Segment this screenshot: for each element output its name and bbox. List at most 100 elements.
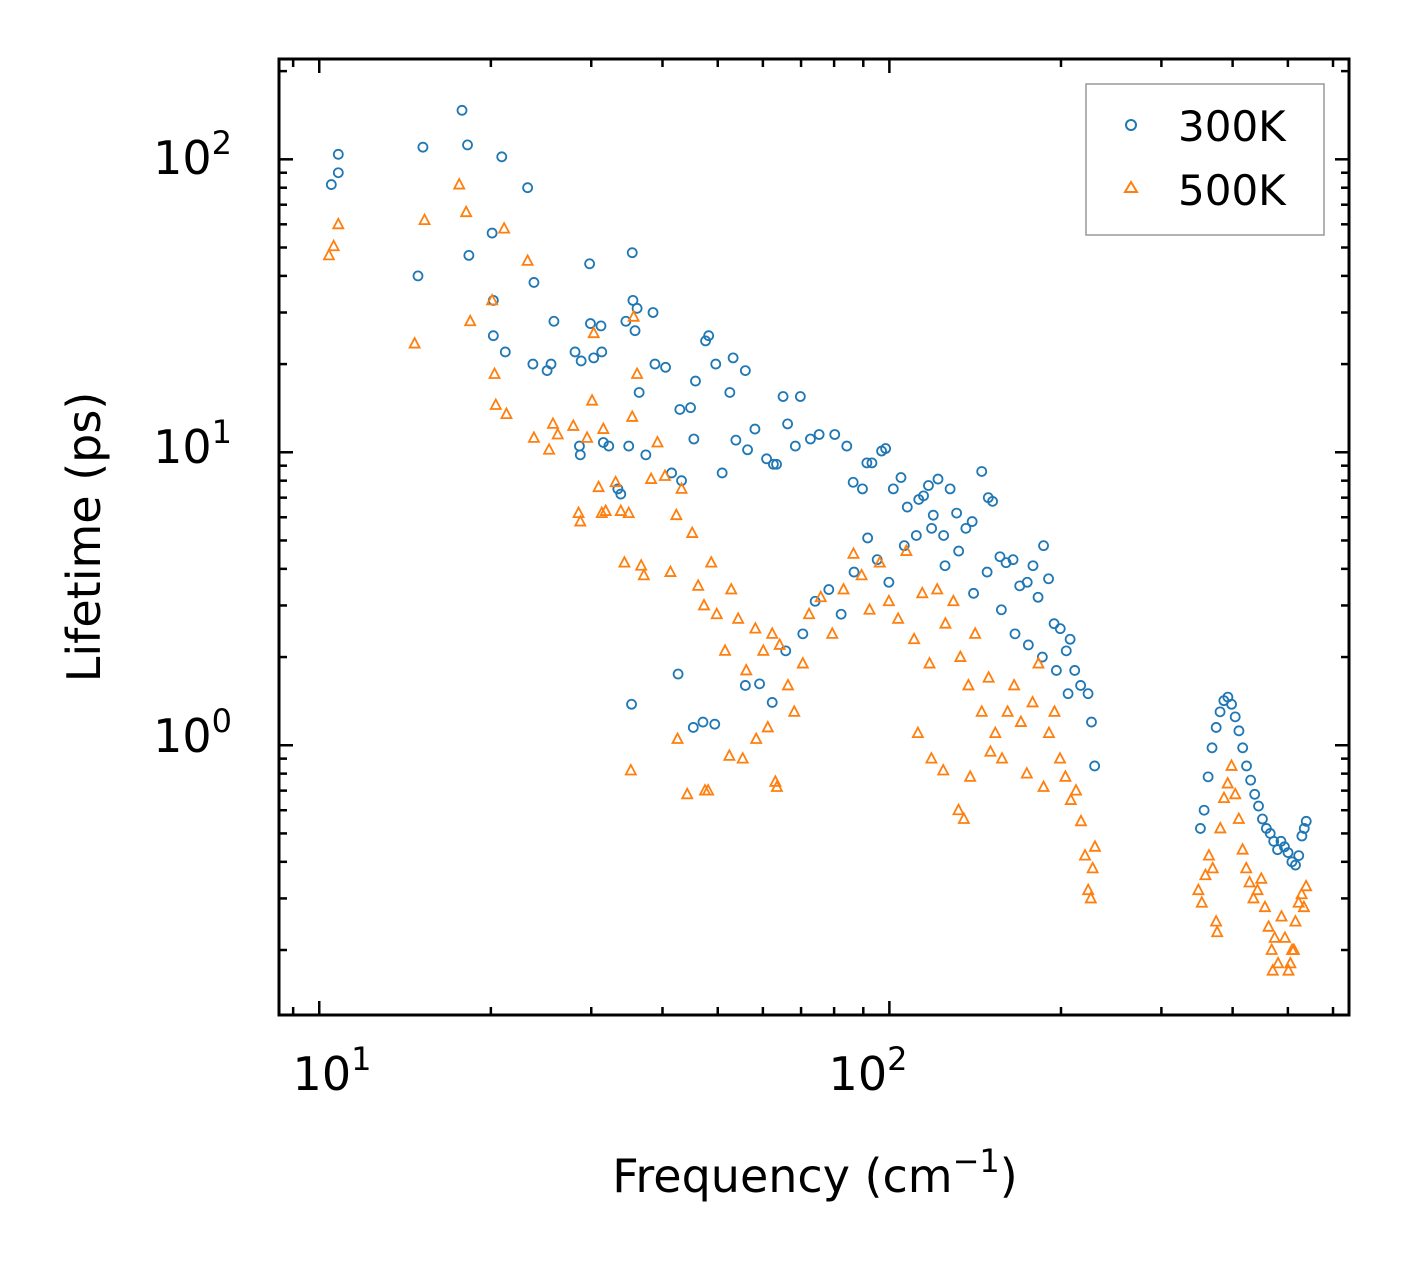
data-point-500k xyxy=(923,656,937,669)
x-tick-label-10: 101 xyxy=(293,1040,372,1101)
data-point-500k xyxy=(1081,882,1095,896)
data-point-300k xyxy=(730,434,742,446)
data-point-500k xyxy=(802,606,816,620)
data-point-300k xyxy=(412,270,424,282)
data-point-300k xyxy=(862,532,874,544)
data-point-300k xyxy=(923,480,934,491)
data-point-300k xyxy=(633,387,645,398)
data-point-300k xyxy=(575,355,587,367)
legend: 300K 500K xyxy=(1085,83,1325,236)
data-point-500k xyxy=(546,416,560,429)
data-point-500k xyxy=(595,505,609,518)
data-point-500k xyxy=(497,221,511,234)
data-point-500k xyxy=(1236,842,1250,855)
data-point-500k xyxy=(1206,860,1220,874)
data-point-300k xyxy=(709,718,721,730)
data-point-500k xyxy=(724,582,738,595)
data-point-500k xyxy=(1031,656,1045,669)
data-point-500k xyxy=(983,744,997,757)
data-point-500k xyxy=(930,582,944,595)
data-point-500k xyxy=(718,643,732,656)
data-point-300k xyxy=(887,483,899,495)
data-point-300k xyxy=(463,249,475,261)
data-point-300k xyxy=(1257,813,1268,825)
data-point-300k xyxy=(766,697,778,708)
data-point-300k xyxy=(987,495,998,507)
data-point-500k xyxy=(963,769,977,782)
data-point-300k xyxy=(749,423,761,435)
data-point-300k xyxy=(1032,591,1044,603)
data-point-500k xyxy=(1281,963,1295,976)
data-point-500k xyxy=(1074,813,1088,827)
data-point-300k xyxy=(813,429,825,440)
data-point-300k xyxy=(1214,706,1226,718)
data-point-500k xyxy=(609,474,623,488)
data-point-300k xyxy=(1249,788,1261,800)
data-point-500k xyxy=(459,204,473,218)
data-point-500k xyxy=(1058,769,1072,782)
data-point-300k xyxy=(932,473,944,485)
data-point-300k xyxy=(739,365,751,377)
data-point-300k xyxy=(584,258,596,270)
data-point-300k xyxy=(1300,815,1312,827)
data-point-500k xyxy=(680,786,694,800)
data-point-500k xyxy=(331,216,345,230)
data-point-300k xyxy=(1253,800,1264,812)
data-point-500k xyxy=(1250,882,1264,896)
data-point-300k xyxy=(332,148,344,160)
data-point-500k xyxy=(1069,783,1083,796)
data-point-300k xyxy=(496,151,508,163)
data-point-500k xyxy=(988,725,1002,739)
data-point-500k xyxy=(327,238,341,252)
data-point-500k xyxy=(1288,914,1302,927)
data-point-500k xyxy=(1014,714,1028,727)
data-point-300k xyxy=(585,318,596,329)
data-point-500k xyxy=(1209,914,1223,927)
data-point-300k xyxy=(716,467,728,479)
data-point-500k xyxy=(418,212,432,226)
data-point-500k xyxy=(566,418,580,431)
data-point-500k xyxy=(768,774,782,787)
data-point-300k xyxy=(939,560,951,572)
data-point-500k xyxy=(1278,930,1292,943)
data-point-300k xyxy=(1282,847,1294,859)
data-point-300k xyxy=(754,678,765,690)
data-point-300k xyxy=(595,320,607,332)
data-point-500k xyxy=(953,649,967,662)
data-point-300k xyxy=(1009,628,1021,640)
data-point-500k xyxy=(617,555,631,568)
data-point-500k xyxy=(1283,955,1297,969)
data-point-300k xyxy=(1089,760,1101,772)
data-point-300k xyxy=(672,668,684,680)
data-point-300k xyxy=(1229,711,1241,723)
data-point-300k xyxy=(953,545,965,557)
legend-marker-300k xyxy=(1125,119,1137,131)
data-point-300k xyxy=(927,509,939,521)
data-point-500k xyxy=(1232,811,1246,824)
data-point-500k xyxy=(488,366,502,379)
data-point-500k xyxy=(596,421,610,434)
data-point-500k xyxy=(1042,725,1056,739)
data-point-300k xyxy=(901,501,913,513)
data-point-500k xyxy=(1198,867,1212,881)
series-300k xyxy=(325,104,1312,871)
data-point-300k xyxy=(487,330,499,342)
data-point-500k xyxy=(614,503,628,516)
data-point-300k xyxy=(417,141,429,153)
data-point-500k xyxy=(587,325,601,339)
data-point-500k xyxy=(622,505,636,518)
data-point-500k xyxy=(1266,963,1280,976)
data-point-500k xyxy=(938,616,952,629)
data-point-500k xyxy=(671,731,684,744)
data-point-500k xyxy=(957,811,971,824)
data-point-500k xyxy=(1020,766,1034,779)
data-point-500k xyxy=(634,558,648,571)
data-point-300k xyxy=(960,522,972,534)
data-point-500k xyxy=(1262,919,1276,932)
data-point-500k xyxy=(1047,704,1061,717)
data-point-500k xyxy=(675,481,689,494)
data-point-500k xyxy=(968,626,982,639)
legend-marker-500k xyxy=(1123,180,1139,193)
data-point-300k xyxy=(727,352,739,364)
data-point-500k xyxy=(1265,942,1279,955)
